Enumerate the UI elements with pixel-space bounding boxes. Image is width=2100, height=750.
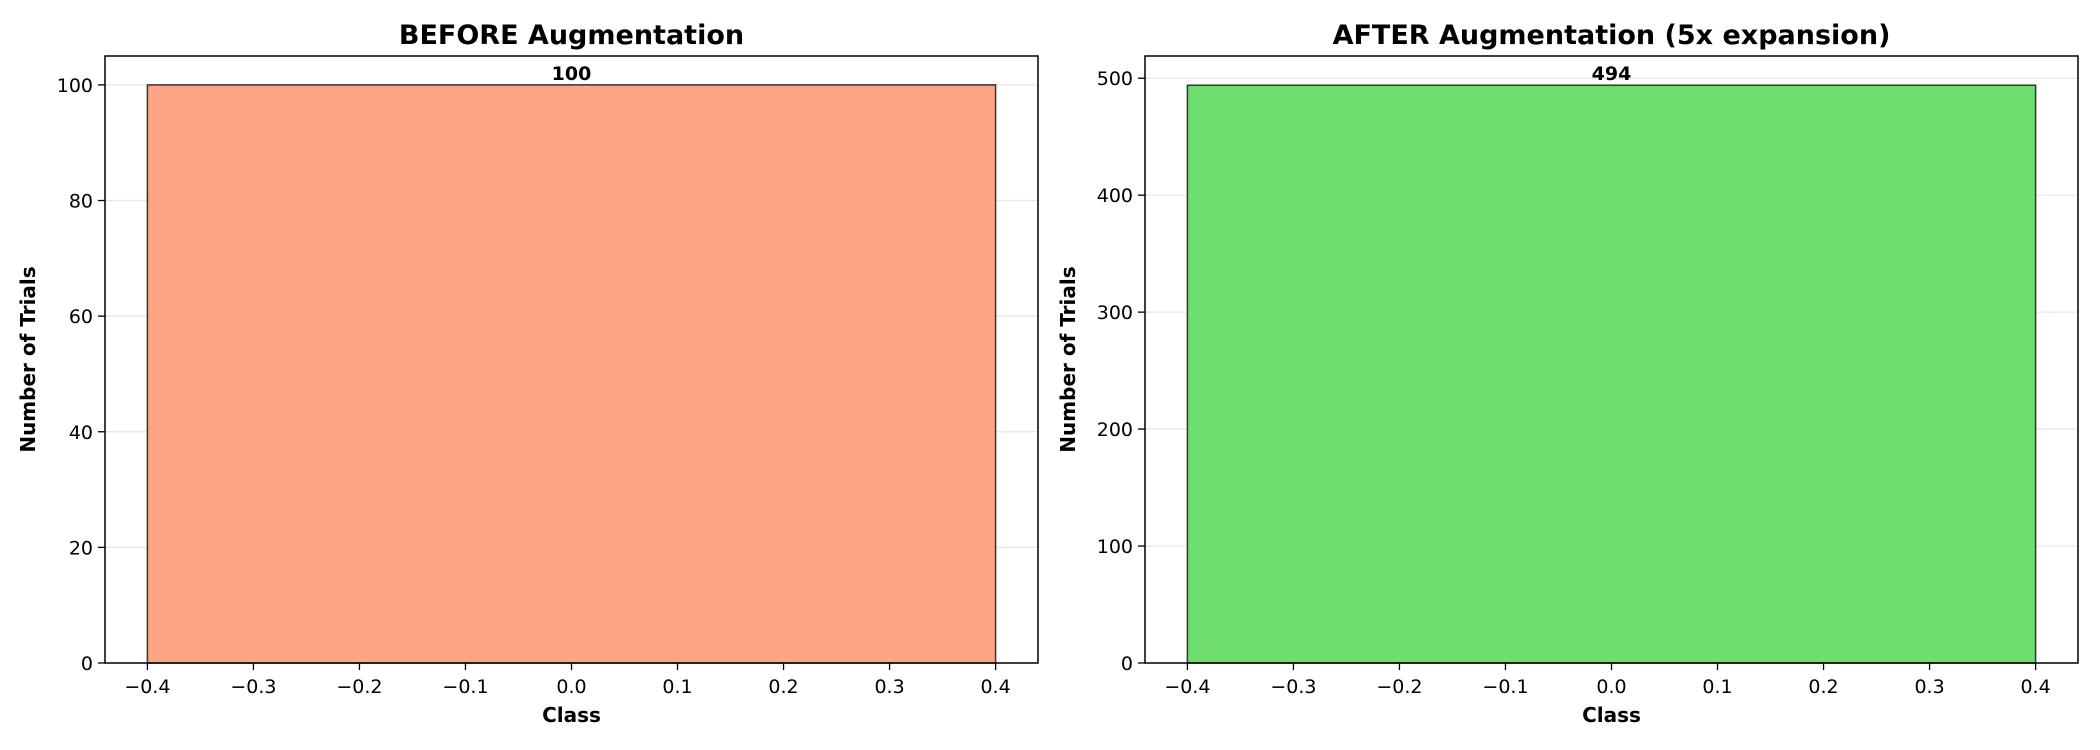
chart-2: 494 0 100 200 300 400 500 −0.4 −0.3 −0.2 −0.1 0.0 0.… <box>1056 20 2079 727</box>
chart-2-x-tick-label: −0.2 <box>1376 676 1422 698</box>
chart-1-y-tick-label: 0 <box>81 653 93 675</box>
chart-2-bar-value-label: 494 <box>1592 63 1632 85</box>
chart-2-y-tick-label: 0 <box>1121 653 1133 675</box>
chart-1-y-tick-label: 20 <box>69 537 93 559</box>
chart-2-y-axis-label: Number of Trials <box>1056 266 1080 452</box>
chart-1-y-tick-label: 60 <box>69 306 93 328</box>
chart-1-x-tick-label: 0.2 <box>768 676 798 698</box>
chart-2-bar <box>1186 84 2037 664</box>
chart-1-x-tick-label: −0.2 <box>336 676 382 698</box>
chart-1-y-tick-label: 100 <box>57 75 93 97</box>
chart-1-y-tick-label: 80 <box>69 191 93 213</box>
chart-1-x-axis-label: Class <box>542 703 601 727</box>
chart-1-x-tick-label: 0.3 <box>874 676 904 698</box>
chart-2-title: AFTER Augmentation (5x expansion) <box>1333 20 1891 51</box>
chart-2-x-tick-label: −0.4 <box>1164 676 1210 698</box>
chart-2-x-axis-label: Class <box>1582 703 1641 727</box>
chart-1-title: BEFORE Augmentation <box>399 20 744 51</box>
chart-1-x-tick-label: −0.1 <box>442 676 488 698</box>
chart-2-x-tick-label: −0.3 <box>1270 676 1316 698</box>
chart-1-x-tick-label: 0.4 <box>980 676 1010 698</box>
chart-1-y-axis-label: Number of Trials <box>16 266 40 452</box>
chart-1-y-tick-label: 40 <box>69 422 93 444</box>
chart-1-x-tick-label: −0.3 <box>230 676 276 698</box>
chart-1-x-tick-label: 0.1 <box>662 676 692 698</box>
chart-2-y-tick-label: 200 <box>1097 419 1133 441</box>
chart-2-x-tick-label: −0.1 <box>1482 676 1528 698</box>
chart-2-x-tick-label: 0.3 <box>1914 676 1944 698</box>
chart-2-y-tick-label: 300 <box>1097 302 1133 324</box>
chart-1-bar-value-label: 100 <box>552 63 592 85</box>
chart-1-x-tick-label: 0.0 <box>556 676 586 698</box>
chart-2-x-tick-label: 0.2 <box>1808 676 1838 698</box>
chart-1-bar <box>146 84 997 664</box>
chart-2-x-tick-label: 0.4 <box>2020 676 2050 698</box>
chart-1: 100 0 20 40 60 80 100 −0.4 −0.3 −0.2 −0.1 0.0 0.1 0.2… <box>16 20 1039 727</box>
chart-2-y-tick-label: 100 <box>1097 536 1133 558</box>
chart-2-y-tick-label: 500 <box>1097 68 1133 90</box>
chart-2-y-tick-label: 400 <box>1097 185 1133 207</box>
chart-2-x-tick-label: 0.1 <box>1702 676 1732 698</box>
chart-2-x-tick-label: 0.0 <box>1596 676 1626 698</box>
chart-1-x-tick-label: −0.4 <box>124 676 170 698</box>
